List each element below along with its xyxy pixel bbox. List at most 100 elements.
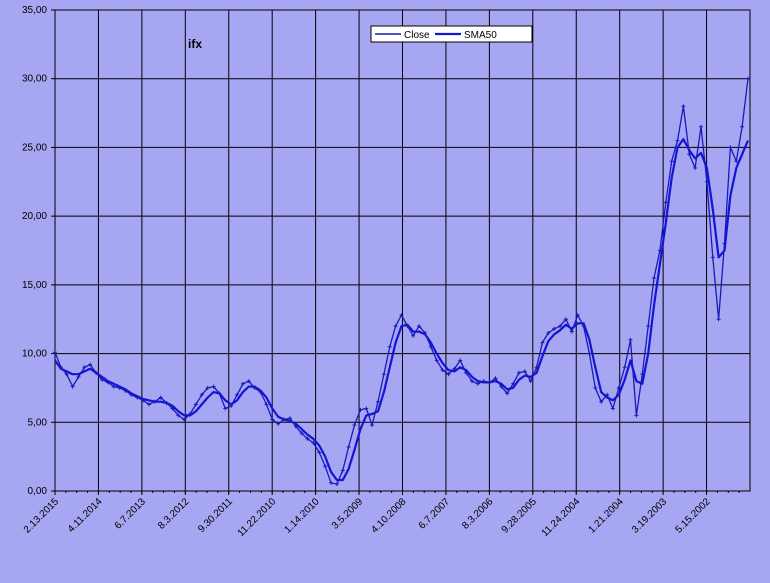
close-point — [88, 362, 93, 367]
x-tick-label: 11.24.2004 — [540, 496, 583, 539]
close-point — [223, 406, 228, 411]
close-point — [499, 384, 504, 389]
close-point — [264, 402, 269, 407]
close-point — [399, 313, 404, 318]
close-point — [317, 450, 322, 455]
y-tick-label: 35,00 — [22, 5, 47, 16]
close-point — [540, 340, 545, 345]
grid — [54, 9, 751, 492]
close-point — [117, 385, 122, 390]
close-point — [381, 372, 386, 377]
close-point — [70, 384, 75, 389]
close-point — [693, 166, 698, 170]
close-point — [188, 412, 193, 416]
close-point — [111, 384, 116, 389]
y-tick-label: 15,00 — [22, 280, 47, 291]
close-point — [669, 159, 674, 164]
close-point — [563, 317, 568, 322]
y-tick-label: 25,00 — [22, 142, 47, 153]
close-point — [211, 384, 216, 389]
close-point — [569, 329, 574, 334]
close-point — [164, 401, 169, 405]
legend-label-sma50: SMA50 — [464, 30, 497, 41]
close-point — [352, 423, 357, 427]
close-point — [240, 381, 245, 386]
chart-title: ifx — [188, 37, 202, 51]
x-tick-label: 3.5.2009 — [330, 496, 366, 532]
close-point — [276, 421, 281, 426]
close-point — [734, 159, 739, 164]
x-tick-label: 8.3.2012 — [156, 496, 192, 532]
close-point — [94, 370, 99, 375]
close-point — [558, 324, 563, 329]
x-tick-label: 1.21.2004 — [587, 496, 627, 536]
close-point — [704, 179, 709, 184]
close-point — [610, 406, 615, 411]
close-point — [129, 392, 134, 397]
close-point — [293, 424, 298, 429]
close-point — [287, 416, 292, 421]
close-point — [76, 374, 81, 379]
close-point — [199, 392, 204, 397]
close-point — [123, 388, 128, 393]
close-point — [663, 200, 668, 205]
close-point — [428, 344, 433, 349]
close-point — [205, 385, 210, 390]
x-tick-label: 3.19.2003 — [630, 496, 670, 536]
close-point — [323, 464, 328, 469]
close-point — [440, 368, 445, 373]
close-point — [158, 395, 163, 400]
close-point — [481, 379, 486, 384]
close-point — [311, 440, 316, 445]
close-point — [434, 358, 439, 363]
close-point — [646, 324, 651, 329]
y-tick-label: 5,00 — [28, 417, 48, 428]
y-tick-label: 20,00 — [22, 211, 47, 222]
close-point — [58, 365, 63, 370]
close-point — [640, 372, 645, 377]
close-point — [728, 145, 733, 150]
close-point — [634, 413, 639, 418]
close-point — [376, 399, 380, 404]
y-tick-label: 10,00 — [22, 349, 47, 360]
close-point — [53, 350, 57, 355]
close-point — [475, 381, 480, 386]
close-point — [722, 241, 727, 246]
close-point — [258, 390, 263, 395]
close-point — [282, 417, 286, 422]
close-point — [417, 324, 422, 329]
x-axis-ticks: 2.13.2015 4.11.2014 6.7.2013 8.3.2012 9.30.2… — [22, 491, 740, 539]
close-point — [340, 468, 345, 473]
close-point — [387, 344, 392, 349]
close-point — [458, 358, 463, 363]
close-point — [64, 372, 69, 377]
close-point — [346, 445, 351, 449]
series-lines — [53, 76, 750, 487]
close-point — [652, 276, 656, 280]
close-point — [329, 480, 333, 485]
y-tick-label: 0,00 — [28, 486, 48, 497]
legend: Close SMA50 — [370, 25, 533, 43]
close-point — [657, 248, 662, 253]
close-point — [105, 380, 110, 385]
series-line-sma50 — [54, 138, 750, 482]
x-tick-label: 6.7.2013 — [113, 496, 149, 532]
close-point — [470, 379, 474, 384]
close-point — [100, 377, 104, 382]
close-point — [217, 391, 222, 396]
close-point — [687, 152, 692, 157]
close-point — [193, 402, 198, 407]
close-point — [716, 317, 721, 322]
close-point — [182, 417, 187, 422]
close-point — [546, 331, 551, 335]
close-point — [152, 399, 157, 404]
close-point — [681, 104, 686, 109]
close-point — [746, 76, 750, 81]
close-point — [552, 326, 557, 331]
close-point — [170, 406, 175, 411]
close-point — [82, 365, 87, 370]
close-point — [358, 407, 363, 412]
close-point — [493, 376, 498, 381]
